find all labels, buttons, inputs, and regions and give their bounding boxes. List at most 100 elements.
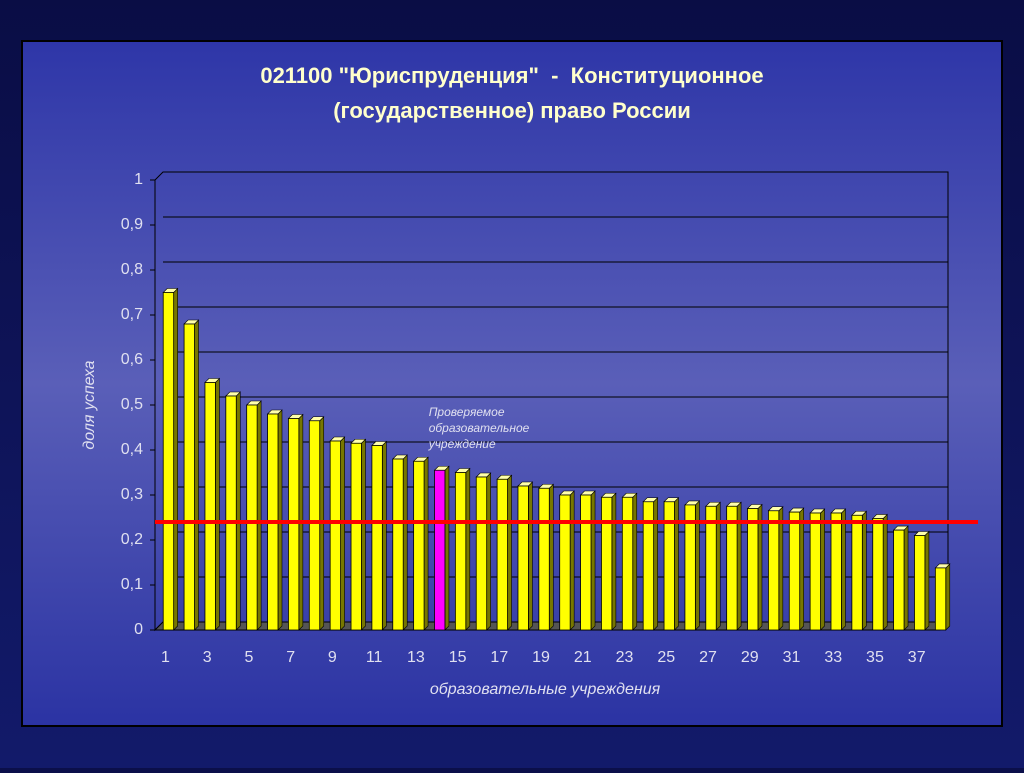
bar	[308, 420, 321, 631]
bar	[162, 292, 175, 631]
bar-side	[256, 400, 262, 631]
y-tick-label: 0,5	[121, 396, 143, 413]
y-tick-label: 0,1	[121, 576, 143, 593]
bar-side	[486, 472, 491, 631]
bar	[663, 501, 675, 631]
bar-side	[590, 490, 596, 631]
bar	[204, 382, 216, 631]
bar-side	[632, 492, 638, 631]
bar	[288, 418, 300, 631]
bar-side	[569, 490, 575, 631]
bar	[225, 395, 237, 631]
bar	[454, 472, 467, 631]
bar	[246, 404, 258, 631]
bar	[621, 496, 634, 631]
bar-side	[945, 563, 951, 631]
x-tick-label: 15	[449, 649, 467, 666]
y-tick-label: 0,8	[121, 261, 143, 278]
bar	[642, 501, 655, 631]
x-tick-label: 25	[657, 649, 675, 666]
bar-side	[799, 507, 805, 631]
y-axis-label: доля успеха	[81, 360, 98, 449]
x-tick-label: 27	[699, 649, 717, 666]
bar-side	[382, 440, 387, 631]
x-tick-label: 11	[366, 649, 383, 666]
bar	[475, 476, 488, 631]
bar	[726, 505, 738, 631]
bar	[350, 442, 362, 631]
bar	[329, 440, 341, 631]
annotation: Проверяемое образовательное учреждение	[428, 405, 530, 451]
bar	[538, 487, 550, 631]
x-tick-label: 3	[203, 649, 212, 666]
x-tick-label: 33	[824, 649, 842, 666]
x-tick-label: 5	[244, 649, 253, 666]
x-tick-label: 35	[866, 649, 884, 666]
bar-side	[465, 467, 471, 631]
x-tick-label: 19	[532, 649, 550, 666]
y-tick-label: 0,9	[121, 216, 143, 233]
bar-side	[507, 474, 512, 631]
bar-side	[361, 438, 366, 631]
chart-subtitle: (государственное) право России	[333, 98, 691, 123]
x-tick-label: 29	[741, 649, 759, 666]
bar	[893, 529, 905, 631]
bar	[517, 485, 529, 631]
bar	[705, 505, 717, 631]
bar	[851, 514, 863, 631]
bar-side	[402, 454, 408, 631]
y-tick-label: 1	[134, 171, 143, 188]
x-tick-label: 17	[490, 649, 508, 666]
bar-side	[215, 377, 220, 631]
bar	[768, 510, 780, 631]
plot: 00,10,20,30,40,50,60,70,80,911 3 5 7 9 11 13 15…	[121, 171, 978, 666]
bar-side	[235, 391, 241, 631]
bar-side	[903, 525, 909, 631]
bar	[496, 478, 508, 631]
bar	[183, 323, 195, 631]
x-tick-label: 1	[161, 649, 170, 666]
bar-side	[862, 510, 867, 631]
x-tick-label: 21	[574, 649, 592, 666]
x-tick-label: 9	[328, 649, 337, 666]
y-tick-label: 0,4	[121, 441, 143, 458]
bar-side	[194, 319, 199, 631]
x-tick-label: 31	[783, 649, 801, 666]
y-tick-label: 0,3	[121, 486, 143, 503]
x-tick-label: 37	[908, 649, 926, 666]
bar-side	[173, 287, 178, 631]
bar	[413, 460, 425, 631]
bar-side	[924, 530, 930, 631]
bar-side	[340, 436, 345, 631]
x-tick-label: 13	[407, 649, 425, 666]
bar	[580, 494, 592, 631]
bar	[684, 504, 696, 631]
bar-side	[841, 508, 846, 631]
bar	[559, 494, 571, 631]
bar	[830, 512, 842, 631]
bar-side	[611, 492, 617, 631]
bar	[914, 535, 926, 631]
bar	[601, 496, 613, 631]
bar	[809, 512, 821, 631]
bar-side	[528, 481, 533, 631]
x-axis-label: образовательные учреждения	[430, 681, 661, 698]
bar-side	[778, 506, 784, 631]
x-tick-label: 23	[616, 649, 634, 666]
y-tick-label: 0,7	[121, 306, 143, 323]
x-tick-label: 7	[286, 649, 295, 666]
y-tick-label: 0,2	[121, 531, 143, 548]
y-tick-label: 0	[134, 621, 143, 638]
bar	[392, 458, 404, 631]
bar	[747, 508, 759, 631]
bar	[934, 567, 947, 631]
bar-side	[882, 513, 888, 631]
y-tick-label: 0,6	[121, 351, 143, 368]
bar-side	[653, 497, 658, 631]
bar	[788, 511, 801, 631]
bar	[371, 445, 383, 631]
bar	[872, 518, 884, 631]
bar-side	[674, 497, 679, 631]
bar	[434, 469, 446, 631]
